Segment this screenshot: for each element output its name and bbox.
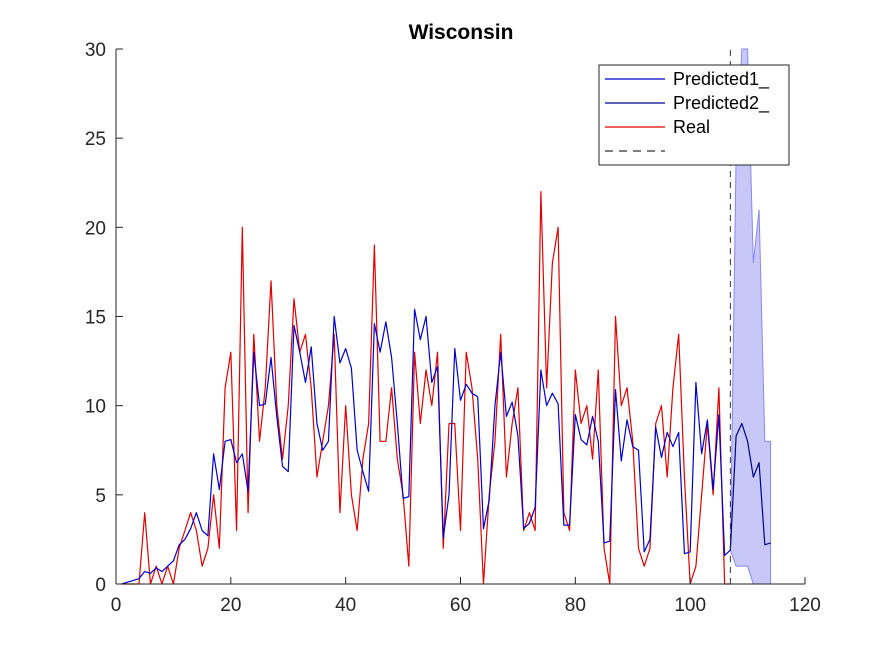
series-line-real: [121, 191, 731, 585]
legend: Predicted1_ Predicted2_ Real: [598, 64, 790, 166]
x-tick-label: 0: [111, 595, 122, 616]
y-tick-label: 10: [85, 397, 106, 418]
legend-label: Predicted2_: [673, 93, 770, 114]
legend-label: Predicted1_: [673, 69, 770, 90]
y-tick-label: 0: [95, 575, 106, 596]
legend-box: [598, 64, 790, 166]
series-line-predicted2: [729, 422, 771, 551]
series-line-predicted1: [121, 308, 731, 585]
x-tick-label: 120: [789, 595, 821, 616]
y-tick-label: 25: [85, 129, 106, 150]
chart-title: Wisconsin: [409, 21, 514, 44]
legend-label: Real: [673, 117, 710, 137]
y-tick-label: 5: [95, 486, 106, 507]
y-tick-label: 30: [85, 40, 106, 61]
x-tick-label: 20: [220, 595, 241, 616]
x-tick-label: 100: [674, 595, 706, 616]
y-tick-label: 15: [85, 308, 106, 329]
axis-layer: 0 20 40 60 80 100 120 0 5 10 15 20 25 30: [85, 40, 821, 616]
x-tick-label: 60: [450, 595, 471, 616]
x-tick-label: 40: [335, 595, 356, 616]
x-tick-label: 80: [565, 595, 586, 616]
confidence-band: [729, 48, 772, 585]
y-tick-label: 20: [85, 218, 106, 239]
confidence-band-layer: [729, 48, 772, 585]
